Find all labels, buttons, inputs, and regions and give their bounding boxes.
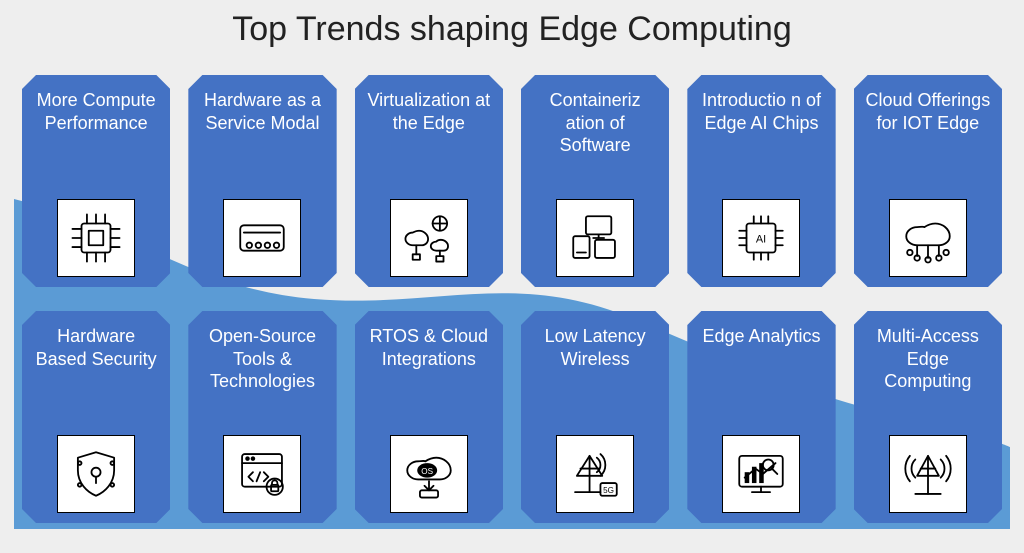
trend-card-label: Low Latency Wireless xyxy=(529,325,661,397)
cloud-os-icon xyxy=(390,435,468,513)
cpu-icon xyxy=(57,199,135,277)
analytics-icon xyxy=(722,435,800,513)
trend-card: Containeriz ation of Software xyxy=(521,75,669,287)
trend-card: Open-Source Tools & Technologies xyxy=(188,311,336,523)
card-grid: More Compute Performance Hardware as a Se… xyxy=(14,69,1010,529)
trend-card-label: Edge Analytics xyxy=(702,325,820,397)
trend-card: Hardware Based Security xyxy=(22,311,170,523)
trend-card-label: Multi-Access Edge Computing xyxy=(862,325,994,397)
cloud-iot-icon xyxy=(889,199,967,277)
trend-card: Multi-Access Edge Computing xyxy=(854,311,1002,523)
router-icon xyxy=(223,199,301,277)
trend-card: Cloud Offerings for IOT Edge xyxy=(854,75,1002,287)
trend-card: More Compute Performance xyxy=(22,75,170,287)
trend-card: Introductio n of Edge AI Chips xyxy=(687,75,835,287)
trend-card: Hardware as a Service Modal xyxy=(188,75,336,287)
trend-card: Low Latency Wireless xyxy=(521,311,669,523)
code-lock-icon xyxy=(223,435,301,513)
trend-card-label: RTOS & Cloud Integrations xyxy=(363,325,495,397)
shield-lock-icon xyxy=(57,435,135,513)
multi-antenna-icon xyxy=(889,435,967,513)
trend-card-label: Hardware Based Security xyxy=(30,325,162,397)
trend-card-label: Hardware as a Service Modal xyxy=(196,89,328,161)
antenna-5g-icon xyxy=(556,435,634,513)
trend-card-label: Containeriz ation of Software xyxy=(529,89,661,161)
ai-chip-icon xyxy=(722,199,800,277)
trend-card: Virtualization at the Edge xyxy=(355,75,503,287)
infographic-canvas: More Compute Performance Hardware as a Se… xyxy=(14,69,1010,529)
trend-card-label: Virtualization at the Edge xyxy=(363,89,495,161)
cloud-network-icon xyxy=(390,199,468,277)
trend-card-label: Cloud Offerings for IOT Edge xyxy=(862,89,994,161)
page-title: Top Trends shaping Edge Computing xyxy=(0,0,1024,49)
devices-icon xyxy=(556,199,634,277)
trend-card-label: More Compute Performance xyxy=(30,89,162,161)
trend-card: Edge Analytics xyxy=(687,311,835,523)
trend-card-label: Introductio n of Edge AI Chips xyxy=(695,89,827,161)
trend-card: RTOS & Cloud Integrations xyxy=(355,311,503,523)
trend-card-label: Open-Source Tools & Technologies xyxy=(196,325,328,397)
